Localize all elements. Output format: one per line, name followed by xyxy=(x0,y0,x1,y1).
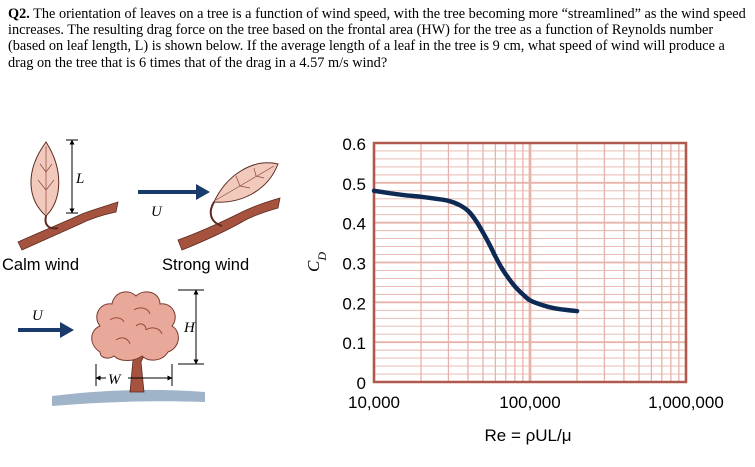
tree-canopy-detail xyxy=(109,307,163,345)
y-tick-label: 0 xyxy=(357,374,366,393)
tree-illustration: U H W xyxy=(18,289,205,406)
tree-width-label: W xyxy=(108,372,122,388)
strong-stem xyxy=(209,201,223,227)
y-tick-label: 0.5 xyxy=(342,175,366,194)
calm-leaf-illustration: L Calm wind xyxy=(2,139,119,274)
drag-coefficient-chart: 0 0.1 0.2 0.3 0.4 0.5 0.6 10,000 100,000 1,000,0… xyxy=(304,135,724,445)
x-tick-label: 1,000,000 xyxy=(648,393,724,412)
x-tick-labels: 10,000 100,000 1,000,000 xyxy=(348,393,724,412)
question-text: Q2. The orientation of leaves on a tree … xyxy=(8,6,748,71)
ground xyxy=(52,389,205,406)
y-tick-label: 0.4 xyxy=(342,215,366,234)
strong-branch xyxy=(177,197,281,251)
calm-stem xyxy=(44,215,59,230)
question-number: Q2. xyxy=(8,6,30,22)
calm-branch xyxy=(17,201,119,251)
strong-leaf-illustration: U Strong wind xyxy=(138,162,281,274)
y-tick-label: 0.3 xyxy=(342,255,366,274)
leaf-length-label: L xyxy=(75,171,84,187)
question-body: The orientation of leaves on a tree is a… xyxy=(8,6,746,71)
chart-grid xyxy=(372,142,688,383)
calm-wind-label: Calm wind xyxy=(2,256,79,274)
tree-canopy xyxy=(91,291,179,361)
strong-leaf-vein xyxy=(215,165,275,201)
x-tick-label: 100,000 xyxy=(499,393,560,412)
calm-leaf xyxy=(30,141,60,217)
y-tick-labels: 0 0.1 0.2 0.3 0.4 0.5 0.6 xyxy=(342,135,366,393)
tree-height-label: H xyxy=(183,320,196,336)
y-tick-label: 0.6 xyxy=(342,135,366,154)
x-axis-label: Re = ρUL/μ xyxy=(484,426,571,445)
x-tick-label: 10,000 xyxy=(348,393,400,412)
strong-wind-label: Strong wind xyxy=(162,256,249,274)
wind-speed-label: U xyxy=(151,204,163,220)
y-axis-label: CD xyxy=(304,252,329,272)
y-tick-label: 0.2 xyxy=(342,294,366,313)
calm-leaf-vein xyxy=(37,146,55,214)
tree-wind-speed-label: U xyxy=(32,308,44,324)
series-line xyxy=(371,188,580,314)
y-tick-label: 0.1 xyxy=(342,334,366,353)
plot-frame xyxy=(372,141,688,384)
